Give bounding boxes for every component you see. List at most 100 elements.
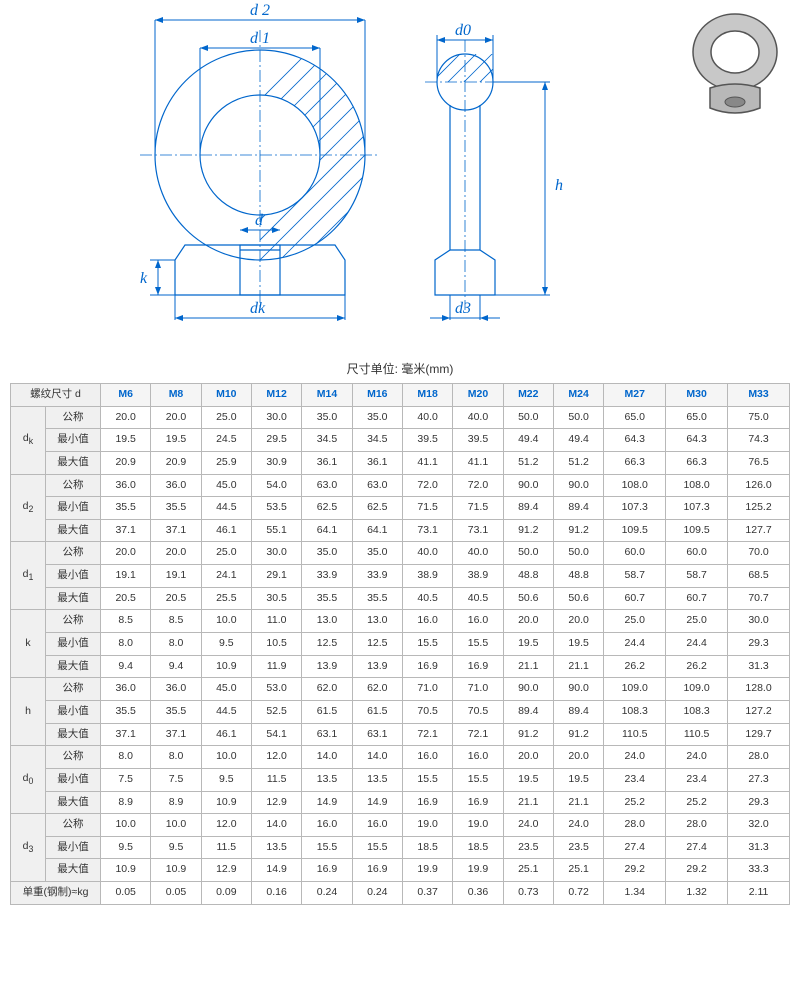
value-cell: 8.9	[151, 791, 201, 814]
value-cell: 64.3	[666, 429, 728, 452]
value-cell: 20.0	[503, 610, 553, 633]
value-cell: 14.0	[251, 814, 301, 837]
value-cell: 54.0	[251, 474, 301, 497]
value-cell: 16.9	[402, 655, 452, 678]
value-cell: 16.9	[453, 655, 503, 678]
value-cell: 25.0	[604, 610, 666, 633]
value-cell: 19.5	[553, 633, 603, 656]
value-cell: 16.0	[402, 610, 452, 633]
weight-label: 单重(钢制)≈kg	[11, 882, 101, 905]
value-cell: 49.4	[553, 429, 603, 452]
value-cell: 65.0	[666, 406, 728, 429]
param-sub: 最大值	[46, 519, 101, 542]
value-cell: 23.5	[553, 836, 603, 859]
value-cell: 50.0	[553, 542, 603, 565]
value-cell: 40.5	[402, 587, 452, 610]
value-cell: 26.2	[604, 655, 666, 678]
value-cell: 23.5	[503, 836, 553, 859]
value-cell: 16.9	[402, 791, 452, 814]
param-group: d2	[11, 474, 46, 542]
size-header: M33	[728, 384, 790, 407]
param-group: d1	[11, 542, 46, 610]
param-sub: 公称	[46, 678, 101, 701]
value-cell: 89.4	[503, 700, 553, 723]
size-header: M14	[302, 384, 352, 407]
param-sub: 最小值	[46, 429, 101, 452]
param-sub: 公称	[46, 746, 101, 769]
value-cell: 39.5	[402, 429, 452, 452]
value-cell: 19.9	[402, 859, 452, 882]
value-cell: 9.5	[201, 768, 251, 791]
param-sub: 公称	[46, 542, 101, 565]
value-cell: 34.5	[302, 429, 352, 452]
value-cell: 110.5	[666, 723, 728, 746]
value-cell: 108.3	[666, 700, 728, 723]
value-cell: 60.7	[666, 587, 728, 610]
value-cell: 20.0	[553, 746, 603, 769]
value-cell: 108.3	[604, 700, 666, 723]
value-cell: 91.2	[503, 519, 553, 542]
thread-size-header: 螺纹尺寸 d	[11, 384, 101, 407]
value-cell: 0.24	[352, 882, 402, 905]
value-cell: 72.0	[453, 474, 503, 497]
value-cell: 8.5	[151, 610, 201, 633]
value-cell: 0.16	[251, 882, 301, 905]
value-cell: 33.3	[728, 859, 790, 882]
value-cell: 29.2	[666, 859, 728, 882]
value-cell: 35.5	[101, 700, 151, 723]
value-cell: 54.1	[251, 723, 301, 746]
value-cell: 12.5	[352, 633, 402, 656]
value-cell: 13.9	[352, 655, 402, 678]
value-cell: 24.4	[604, 633, 666, 656]
value-cell: 62.0	[302, 678, 352, 701]
value-cell: 64.3	[604, 429, 666, 452]
value-cell: 24.0	[666, 746, 728, 769]
size-header: M20	[453, 384, 503, 407]
value-cell: 127.7	[728, 519, 790, 542]
value-cell: 27.4	[604, 836, 666, 859]
value-cell: 28.0	[728, 746, 790, 769]
param-sub: 公称	[46, 406, 101, 429]
value-cell: 33.9	[352, 565, 402, 588]
value-cell: 109.5	[604, 519, 666, 542]
size-header: M30	[666, 384, 728, 407]
value-cell: 108.0	[604, 474, 666, 497]
table-header-row: 螺纹尺寸 d M6M8M10M12M14M16M18M20M22M24M27M3…	[11, 384, 790, 407]
value-cell: 40.0	[402, 406, 452, 429]
value-cell: 30.9	[251, 451, 301, 474]
size-header: M24	[553, 384, 603, 407]
value-cell: 13.5	[302, 768, 352, 791]
value-cell: 48.8	[503, 565, 553, 588]
value-cell: 58.7	[666, 565, 728, 588]
value-cell: 14.9	[352, 791, 402, 814]
value-cell: 36.0	[101, 474, 151, 497]
value-cell: 27.3	[728, 768, 790, 791]
value-cell: 60.7	[604, 587, 666, 610]
value-cell: 29.3	[728, 791, 790, 814]
value-cell: 25.0	[666, 610, 728, 633]
value-cell: 38.9	[453, 565, 503, 588]
value-cell: 18.5	[402, 836, 452, 859]
value-cell: 72.1	[453, 723, 503, 746]
value-cell: 15.5	[453, 768, 503, 791]
value-cell: 16.9	[302, 859, 352, 882]
value-cell: 8.0	[151, 633, 201, 656]
value-cell: 9.5	[151, 836, 201, 859]
value-cell: 51.2	[503, 451, 553, 474]
value-cell: 35.0	[352, 542, 402, 565]
value-cell: 38.9	[402, 565, 452, 588]
technical-diagram: d 2 d 1 d dk k	[0, 0, 800, 350]
value-cell: 13.0	[352, 610, 402, 633]
value-cell: 72.1	[402, 723, 452, 746]
value-cell: 40.5	[453, 587, 503, 610]
value-cell: 21.1	[503, 655, 553, 678]
iso-view	[680, 10, 790, 130]
value-cell: 91.2	[503, 723, 553, 746]
value-cell: 63.0	[352, 474, 402, 497]
value-cell: 19.9	[453, 859, 503, 882]
value-cell: 44.5	[201, 700, 251, 723]
dim-d: d	[255, 212, 264, 229]
value-cell: 75.0	[728, 406, 790, 429]
value-cell: 35.0	[302, 406, 352, 429]
value-cell: 20.5	[101, 587, 151, 610]
